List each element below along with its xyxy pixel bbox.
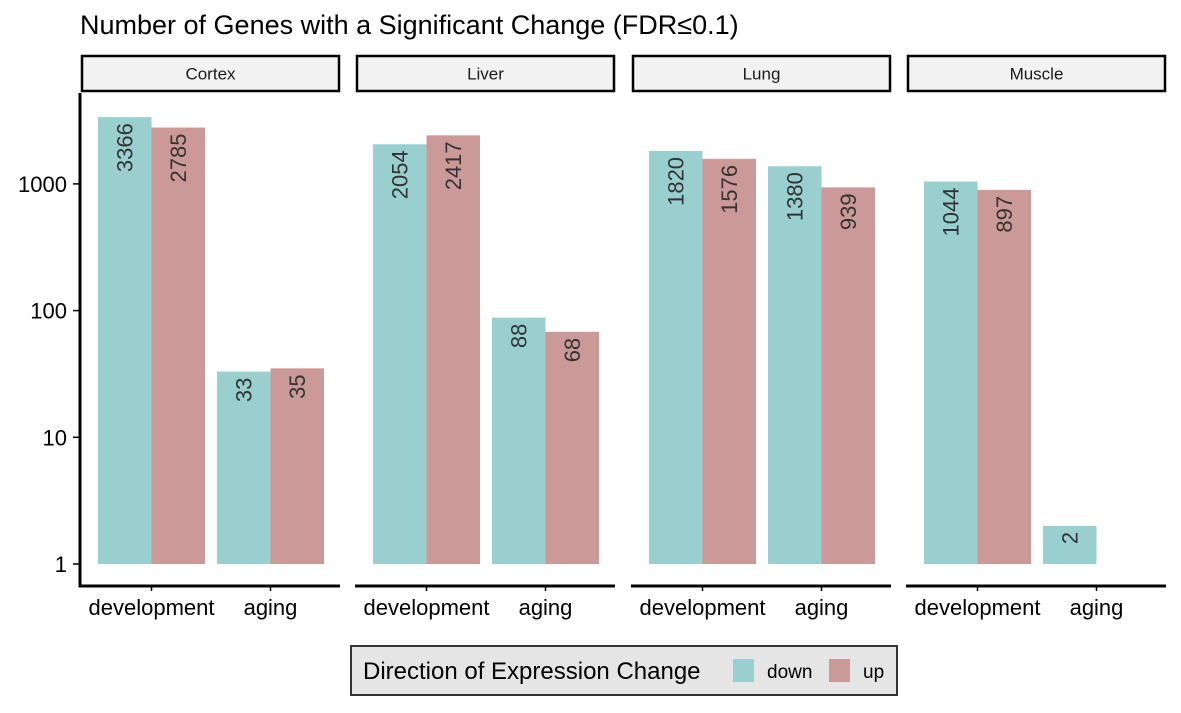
data-label: 35 [285, 374, 310, 398]
x-tick-label: development [89, 595, 215, 620]
legend-label-up: up [863, 662, 884, 683]
bar-down [373, 144, 427, 564]
data-label: 2785 [166, 134, 191, 183]
bar-down [492, 317, 546, 564]
data-label: 88 [507, 324, 532, 348]
legend-title: Direction of Expression Change [363, 658, 701, 685]
legend-label-down: down [767, 662, 812, 683]
legend-box [350, 645, 898, 696]
data-label: 68 [560, 338, 585, 362]
legend-key-down [733, 659, 754, 682]
legend-key-up [829, 659, 850, 682]
plot-area: Cortex 3366 2785 development 33 35 aging Liver 2… [18, 54, 1167, 620]
data-label: 1576 [717, 165, 742, 214]
x-tick-label: aging [1070, 595, 1124, 620]
facet-label: Muscle [1010, 65, 1064, 84]
y-tick-label: 100 [30, 299, 67, 324]
facet-strip [80, 54, 341, 93]
x-tick-label: development [640, 595, 766, 620]
data-label: 939 [836, 193, 861, 230]
legend: Direction of Expression Change down up [350, 645, 898, 696]
bar-down [98, 117, 152, 565]
data-label: 33 [232, 378, 257, 402]
facet-label: Liver [467, 65, 504, 84]
y-tick-label: 1000 [18, 172, 67, 197]
data-label: 2417 [441, 141, 466, 190]
bar-up [270, 368, 324, 564]
bar-down [768, 166, 822, 565]
facet-panel-lung: Lung 1820 1576 development 1380 939 aging [631, 54, 892, 620]
bar-up [151, 127, 205, 564]
data-label: 1820 [664, 157, 689, 206]
bar-up [426, 135, 480, 564]
bar-up [545, 331, 599, 564]
facet-panel-liver: Liver 2054 2417 development 88 68 aging [355, 54, 616, 620]
facet-label: Lung [743, 65, 781, 84]
x-tick-label: development [915, 595, 1041, 620]
bar-down [924, 181, 978, 564]
bar-down [649, 150, 703, 564]
x-tick-label: aging [795, 595, 849, 620]
facet-panel-muscle: Muscle 1044 897 development 2 aging [906, 54, 1167, 620]
data-label: 2054 [388, 150, 413, 199]
x-tick-label: aging [244, 595, 298, 620]
y-axis: 1 10 100 1000 [18, 93, 82, 588]
data-label: 897 [992, 196, 1017, 233]
x-tick-label: aging [519, 595, 573, 620]
y-tick-label: 10 [43, 425, 67, 450]
bar-down [1043, 525, 1097, 564]
facet-strip [355, 54, 616, 93]
facet-strip [906, 54, 1167, 93]
facet-label: Cortex [185, 65, 236, 84]
y-tick-label: 1 [55, 552, 67, 577]
data-label: 1380 [783, 172, 808, 221]
data-label: 3366 [113, 123, 138, 172]
bar-up [821, 187, 875, 564]
data-label: 2 [1058, 532, 1083, 544]
facet-strip [631, 54, 892, 93]
chart-title: Number of Genes with a Significant Chang… [80, 10, 739, 40]
data-label: 1044 [939, 188, 964, 237]
bar-down [217, 371, 271, 564]
facet-panel-cortex: Cortex 3366 2785 development 33 35 aging [80, 54, 341, 620]
x-tick-label: development [364, 595, 490, 620]
bar-up [977, 189, 1031, 564]
bar-up [702, 158, 756, 564]
